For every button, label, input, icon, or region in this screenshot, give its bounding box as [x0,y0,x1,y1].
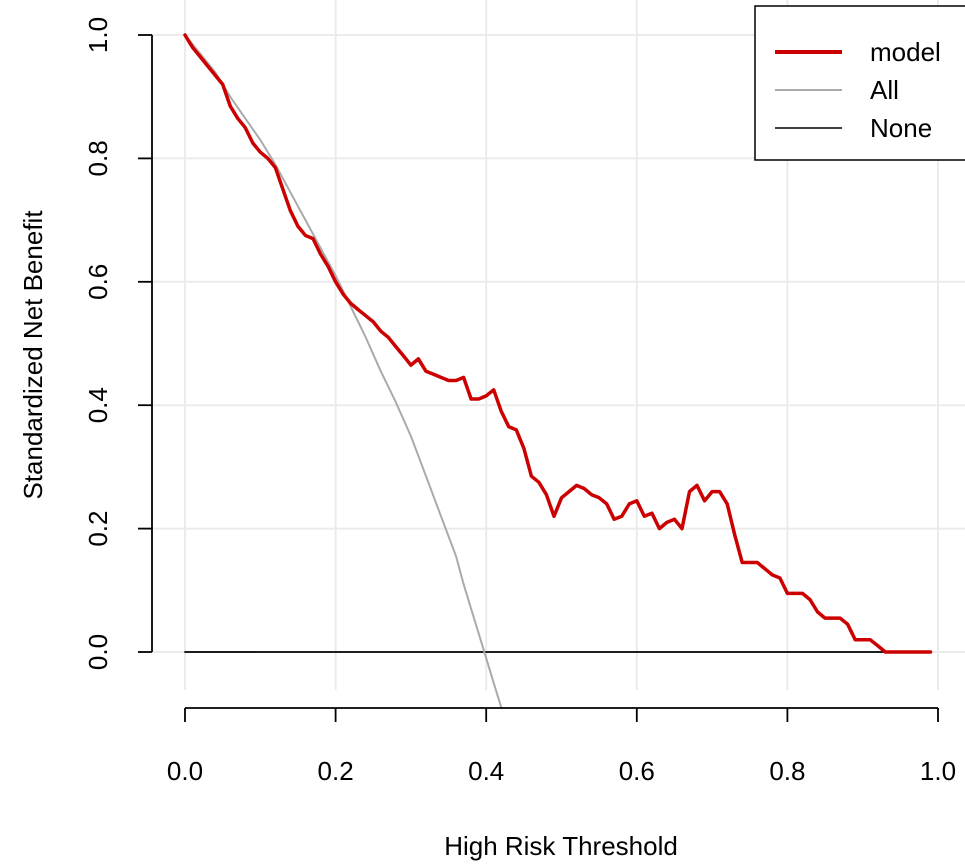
x-tick-label-2: 0.4 [468,756,504,786]
x-tick-label-1: 0.2 [318,756,354,786]
y-tick-label-1: 0.2 [83,511,113,547]
x-tick-label-0: 0.0 [167,756,203,786]
y-tick-label-5: 1.0 [83,17,113,53]
series-lines [183,33,933,709]
x-tick-label-4: 0.8 [769,756,805,786]
legend-label-model: model [870,37,941,67]
y-tick-label-0: 0.0 [83,634,113,670]
y-tick-label-3: 0.6 [83,264,113,300]
y-tick-label-4: 0.8 [83,140,113,176]
x-tick-label-3: 0.6 [619,756,655,786]
x-axis: 0.0 0.2 0.4 0.6 0.8 1.0 [167,707,956,786]
series-line-model [183,33,933,654]
x-tick-label-5: 1.0 [920,756,956,786]
x-axis-title: High Risk Threshold [444,831,678,861]
legend-label-all: All [870,75,899,105]
series-line-all [184,34,503,709]
y-axis: 0.0 0.2 0.4 0.6 0.8 1.0 [83,17,153,670]
legend: model All None [754,5,965,161]
legend-box [754,5,965,161]
y-axis-title: Standardized Net Benefit [18,210,48,500]
legend-label-none: None [870,113,932,143]
y-tick-label-2: 0.4 [83,387,113,423]
